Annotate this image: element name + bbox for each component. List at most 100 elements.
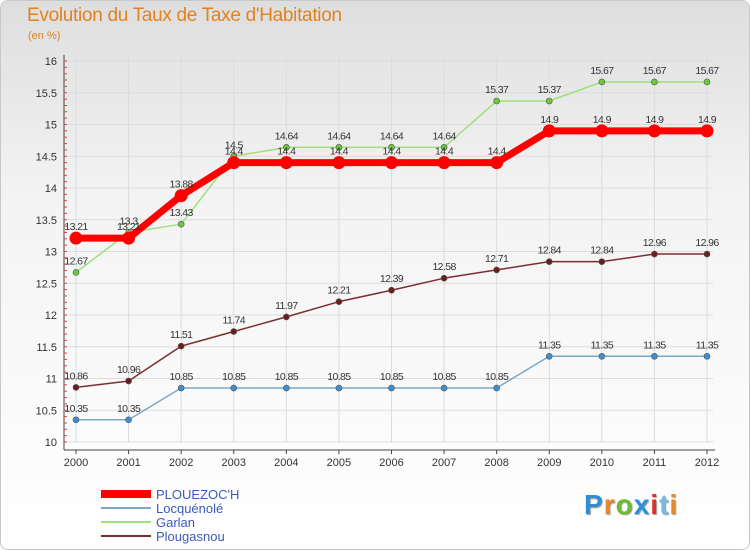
data-point bbox=[440, 274, 448, 282]
data-label: 14.5 bbox=[225, 139, 244, 151]
data-label: 10.85 bbox=[327, 371, 351, 383]
data-point bbox=[545, 97, 553, 105]
data-label: 13.43 bbox=[170, 207, 194, 219]
y-tick-label: 15 bbox=[45, 120, 57, 132]
data-label: 14.4 bbox=[435, 146, 454, 158]
data-point bbox=[388, 286, 395, 294]
data-point bbox=[227, 156, 241, 170]
data-label: 13.88 bbox=[170, 179, 194, 191]
data-point bbox=[335, 144, 343, 151]
x-tick-label: 2005 bbox=[327, 457, 351, 469]
data-label: 14.4 bbox=[382, 146, 401, 158]
chart-subtitle: (en %) bbox=[28, 30, 61, 42]
data-label: 12.39 bbox=[380, 273, 404, 285]
y-tick-label: 14 bbox=[45, 183, 57, 195]
logo-letter: t bbox=[659, 489, 670, 520]
y-tick-label: 10 bbox=[45, 437, 57, 449]
logo-letter: x bbox=[633, 489, 651, 520]
data-point bbox=[598, 258, 606, 265]
logo-letter: P bbox=[584, 489, 604, 520]
data-label: 10.85 bbox=[275, 371, 299, 383]
data-point bbox=[703, 352, 711, 360]
data-point bbox=[279, 156, 293, 170]
data-label: 15.67 bbox=[590, 65, 614, 77]
data-label: 10.85 bbox=[485, 371, 509, 383]
data-label: 12.84 bbox=[538, 245, 562, 257]
data-label: 12.58 bbox=[432, 261, 456, 273]
data-point bbox=[595, 124, 609, 138]
data-label: 15.67 bbox=[643, 65, 667, 77]
data-point bbox=[437, 156, 451, 170]
data-point bbox=[703, 250, 711, 258]
data-point bbox=[125, 377, 132, 385]
data-point bbox=[490, 156, 504, 170]
data-point bbox=[651, 352, 658, 360]
data-label: 14.64 bbox=[380, 130, 404, 142]
x-tick-label: 2012 bbox=[695, 457, 719, 469]
legend-label: Locquénolé bbox=[156, 501, 223, 516]
x-tick-label: 2009 bbox=[537, 457, 561, 469]
series-layer bbox=[69, 78, 714, 424]
data-label: 12.71 bbox=[485, 253, 509, 265]
data-point bbox=[493, 97, 500, 105]
data-label: 10.96 bbox=[117, 364, 141, 376]
x-tick-label: 2008 bbox=[484, 457, 508, 469]
data-label: 12.84 bbox=[590, 245, 614, 257]
data-point bbox=[493, 384, 500, 392]
y-tick-label: 14.5 bbox=[36, 151, 57, 163]
data-label: 10.85 bbox=[170, 371, 194, 383]
data-point bbox=[122, 231, 136, 245]
x-tick-label: 2006 bbox=[379, 457, 403, 469]
data-label: 11.97 bbox=[275, 300, 298, 312]
data-point bbox=[651, 78, 658, 86]
data-point bbox=[177, 384, 185, 392]
data-point bbox=[283, 384, 290, 392]
data-label: 12.67 bbox=[64, 255, 88, 267]
axis-layer: 10 10.5 11 11.5 12 12.5 13 13.5 14 14.5 15 15.5 16 20… bbox=[36, 55, 719, 469]
y-tick-label: 12.5 bbox=[36, 278, 57, 290]
data-label: 13.21 bbox=[117, 221, 141, 233]
logo-letter: i bbox=[650, 489, 660, 520]
legend-label: Garlan bbox=[156, 515, 195, 530]
y-tick-label: 16 bbox=[45, 56, 57, 68]
x-tick-label: 2003 bbox=[222, 457, 246, 469]
data-label: 11.74 bbox=[223, 315, 246, 327]
data-point bbox=[493, 266, 500, 274]
x-tick-label: 2001 bbox=[116, 457, 140, 469]
data-point bbox=[72, 416, 80, 424]
data-point bbox=[125, 416, 132, 424]
data-point bbox=[598, 352, 606, 360]
data-label: 10.85 bbox=[432, 371, 456, 383]
data-label: 14.64 bbox=[327, 130, 351, 142]
y-tick-label: 12 bbox=[45, 310, 57, 322]
legend-label: PLOUEZOC'H bbox=[156, 487, 239, 502]
data-point bbox=[440, 384, 448, 392]
data-label: 14.9 bbox=[540, 114, 559, 126]
data-point bbox=[700, 124, 714, 138]
y-tick-label: 13.5 bbox=[36, 215, 57, 227]
y-tick-label: 10.5 bbox=[36, 405, 57, 417]
data-label: 10.85 bbox=[380, 371, 404, 383]
proxiti-logo: Proxiti bbox=[584, 489, 678, 521]
x-tick-label: 2002 bbox=[169, 457, 193, 469]
data-label: 11.51 bbox=[170, 329, 193, 341]
data-point bbox=[283, 144, 290, 151]
data-label: 15.37 bbox=[538, 84, 562, 96]
data-point bbox=[335, 384, 343, 392]
data-label: 15.37 bbox=[485, 84, 509, 96]
data-label: 14.64 bbox=[275, 130, 299, 142]
data-label: 14.9 bbox=[698, 114, 717, 126]
data-point bbox=[72, 384, 80, 391]
legend-label: Plougasnou bbox=[156, 529, 225, 544]
data-point bbox=[388, 384, 395, 392]
chart-title: Evolution du Taux de Taxe d'Habitation bbox=[27, 5, 342, 26]
data-point bbox=[545, 258, 553, 265]
data-point bbox=[703, 78, 711, 86]
x-tick-label: 2007 bbox=[432, 457, 456, 469]
data-point bbox=[174, 189, 188, 203]
data-label: 12.21 bbox=[327, 285, 351, 297]
data-point bbox=[598, 78, 606, 86]
y-tick-label: 13 bbox=[45, 247, 57, 259]
